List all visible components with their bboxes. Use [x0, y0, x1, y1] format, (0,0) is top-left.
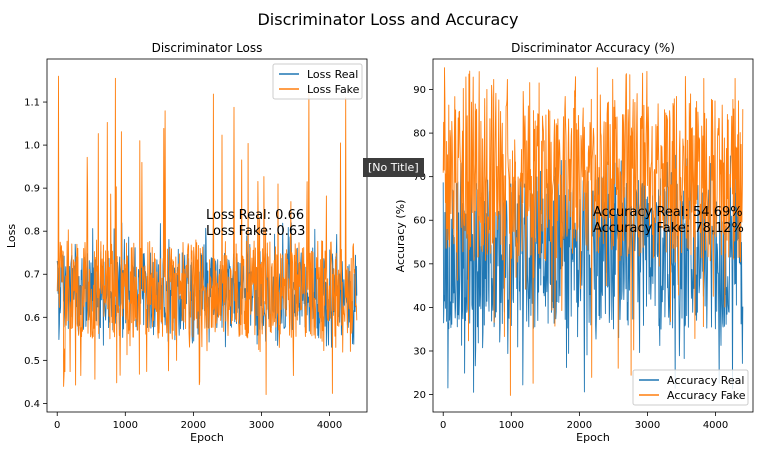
accuracy-plot-frame — [432, 58, 754, 413]
loss-x-tick-label: 0 — [54, 420, 60, 431]
loss-plot-frame — [46, 58, 368, 413]
loss-y-tick-label: 0.7 — [24, 270, 40, 281]
accuracy-series-fake-line — [442, 67, 744, 396]
loss-x-tick-label: 4000 — [317, 420, 342, 431]
loss-x-axis-label: Epoch — [190, 431, 224, 444]
accuracy-legend-label-real: Accuracy Real — [667, 374, 744, 387]
accuracy-series-layer — [442, 67, 744, 396]
accuracy-chart-title: Discriminator Accuracy (%) — [511, 41, 675, 55]
accuracy-y-tick-label: 40 — [413, 303, 426, 314]
accuracy-series-real-line — [442, 154, 744, 393]
accuracy-x-axis-label: Epoch — [576, 431, 610, 444]
accuracy-y-tick-label: 30 — [413, 346, 426, 357]
accuracy-annotation-fake: Accuracy Fake: 78.12% — [593, 221, 744, 236]
accuracy-y-ticks: 20 30 40 50 60 70 80 90 — [413, 85, 433, 401]
loss-y-axis-label: Loss — [5, 224, 18, 248]
loss-x-tick-label: 1000 — [113, 420, 138, 431]
loss-x-tick-label: 3000 — [249, 420, 274, 431]
loss-y-tick-label: 0.5 — [24, 356, 40, 367]
accuracy-y-tick-label: 80 — [413, 129, 426, 140]
accuracy-x-ticks: 0 1000 2000 3000 4000 — [440, 412, 728, 431]
loss-annotation-fake: Loss Fake: 0.63 — [206, 224, 305, 239]
accuracy-y-tick-label: 50 — [413, 259, 426, 270]
loss-y-tick-label: 0.8 — [24, 227, 40, 238]
figure-title: Discriminator Loss and Accuracy — [257, 10, 518, 29]
loss-x-ticks: 0 1000 2000 3000 4000 — [54, 412, 342, 431]
accuracy-legend-label-fake: Accuracy Fake — [667, 389, 746, 402]
accuracy-y-tick-label: 70 — [413, 172, 426, 183]
accuracy-y-tick-label: 60 — [413, 216, 426, 227]
accuracy-x-tick-label: 4000 — [703, 420, 728, 431]
accuracy-y-axis-label: Accuracy (%) — [394, 200, 407, 273]
loss-chart-title: Discriminator Loss — [152, 41, 263, 55]
accuracy-x-tick-label: 3000 — [635, 420, 660, 431]
loss-chart: Discriminator Loss 0 1000 2000 3000 4000 0.4… — [5, 41, 368, 444]
loss-legend-label-real: Loss Real — [307, 68, 358, 81]
loss-legend-label-fake: Loss Fake — [307, 83, 360, 96]
window-title-tooltip: [No Title] — [363, 158, 424, 177]
accuracy-legend-box — [632, 369, 749, 406]
loss-series-layer — [56, 75, 358, 395]
accuracy-annotation-real: Accuracy Real: 54.69% — [593, 205, 743, 220]
loss-y-tick-label: 0.9 — [24, 184, 40, 195]
loss-legend-box — [272, 63, 363, 100]
accuracy-y-tick-label: 90 — [413, 85, 426, 96]
loss-x-tick-label: 2000 — [181, 420, 206, 431]
accuracy-chart: Discriminator Accuracy (%) 0 1000 2000 3000… — [394, 41, 754, 444]
loss-annotation-real: Loss Real: 0.66 — [206, 208, 304, 223]
loss-y-ticks: 0.4 0.5 0.6 0.7 0.8 0.9 1.0 1.1 — [24, 98, 47, 410]
accuracy-x-tick-label: 1000 — [499, 420, 524, 431]
accuracy-legend: Accuracy Real Accuracy Fake — [632, 369, 749, 406]
loss-y-tick-label: 1.0 — [24, 141, 40, 152]
loss-series-fake-line — [56, 75, 358, 395]
accuracy-y-tick-label: 20 — [413, 390, 426, 401]
loss-y-tick-label: 0.4 — [24, 399, 40, 410]
accuracy-x-tick-label: 2000 — [567, 420, 592, 431]
loss-y-tick-label: 1.1 — [24, 98, 40, 109]
accuracy-x-tick-label: 0 — [440, 420, 446, 431]
loss-legend: Loss Real Loss Fake — [272, 63, 363, 100]
loss-y-tick-label: 0.6 — [24, 313, 40, 324]
